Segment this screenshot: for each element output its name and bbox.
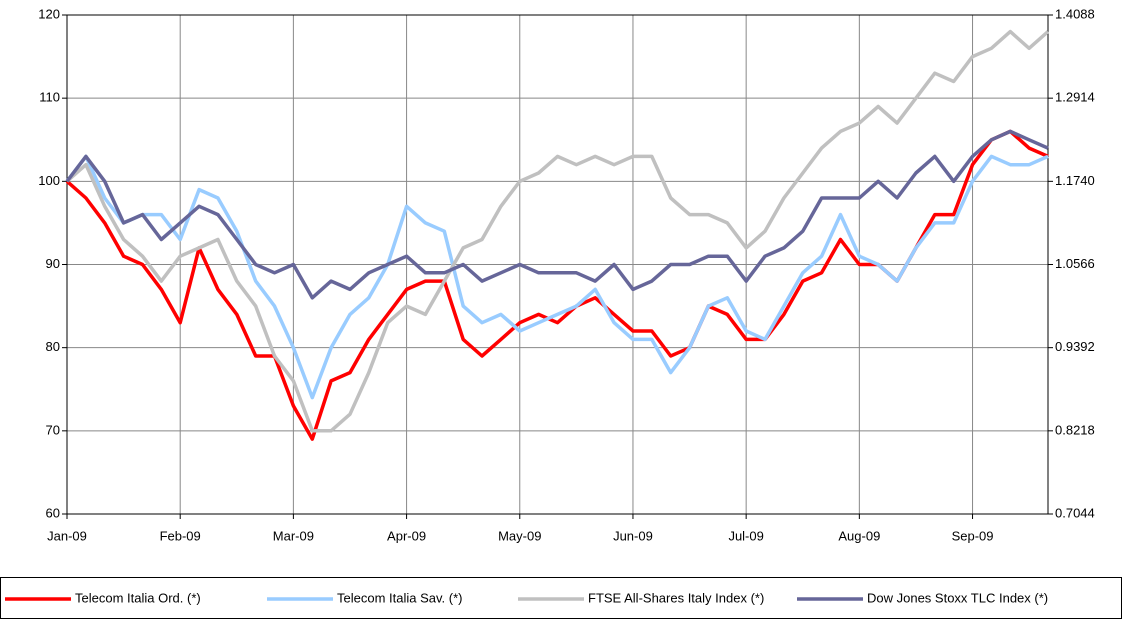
y2-tick-label: 1.0566	[1055, 256, 1095, 271]
y-tick-label: 120	[38, 6, 60, 21]
x-tick-label: Apr-09	[387, 528, 426, 543]
series-line	[65, 129, 1049, 300]
x-tick-label: Aug-09	[838, 528, 880, 543]
legend-label: FTSE All-Shares Italy Index (*)	[588, 590, 764, 605]
x-tick-label: May-09	[498, 528, 541, 543]
x-tick-label: Jul-09	[728, 528, 763, 543]
y-tick-label: 100	[38, 173, 60, 188]
y-tick-label: 70	[46, 422, 60, 437]
x-tick-label: Jun-09	[613, 528, 653, 543]
y2-tick-label: 0.9392	[1055, 339, 1095, 354]
x-tick-label: Feb-09	[160, 528, 201, 543]
plot-border	[66, 14, 1049, 515]
y-tick-label: 60	[46, 505, 60, 520]
y-tick-label: 80	[46, 339, 60, 354]
x-tick-label: Jan-09	[47, 528, 87, 543]
legend-label: Telecom Italia Ord. (*)	[75, 590, 201, 605]
series-line	[65, 29, 1050, 433]
y2-tick-label: 1.2914	[1055, 90, 1095, 105]
y-tick-label: 110	[39, 90, 60, 105]
legend-label: Telecom Italia Sav. (*)	[337, 590, 462, 605]
series-line	[65, 154, 1049, 400]
legend-label: Dow Jones Stoxx TLC Index (*)	[867, 590, 1048, 605]
y2-tick-label: 1.1740	[1055, 173, 1095, 188]
y2-tick-label: 1.4088	[1055, 6, 1095, 21]
y2-tick-label: 0.7044	[1055, 505, 1095, 520]
x-tick-label: Mar-09	[273, 528, 314, 543]
y2-tick-label: 0.8218	[1055, 422, 1095, 437]
x-tick-label: Sep-09	[952, 528, 994, 543]
y-tick-label: 90	[46, 256, 60, 271]
series-line	[65, 129, 1049, 441]
